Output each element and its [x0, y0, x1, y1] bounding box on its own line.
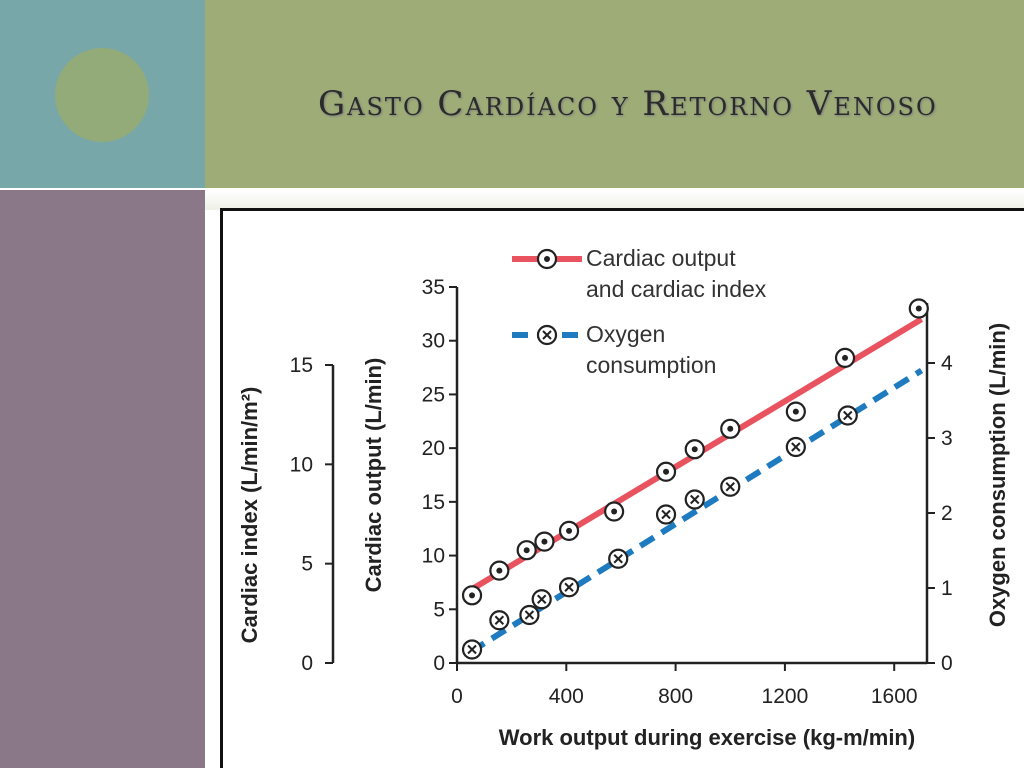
cardiac-output-point	[461, 585, 483, 606]
oxygen-point	[655, 504, 677, 525]
legend-oxygen-label-1: Oxygen	[586, 321, 665, 347]
chart-frame	[220, 208, 1024, 768]
cardiac-output-tick-label: 0	[433, 652, 445, 675]
x-tick-label: 0	[451, 685, 463, 708]
legend-group: Cardiac output and cardiac index Oxygen con…	[512, 245, 767, 378]
cardiac-index-axis-label: Cardiac index (L/min/m²)	[237, 387, 262, 644]
cardiac-output-tick-label: 20	[422, 437, 445, 460]
cardiac-output-point	[489, 560, 510, 581]
oxygen-point	[558, 577, 580, 598]
cardiac-output-tick-label: 5	[433, 598, 445, 621]
title-banner	[205, 0, 1024, 188]
oxygen-point	[608, 548, 629, 569]
cardiac-index-tick-label: 5	[301, 553, 313, 576]
divider-line	[0, 188, 1024, 190]
cardiac-index-tick-label: 15	[290, 354, 313, 377]
oxygen-point	[531, 589, 552, 610]
oxygen-tick-label: 1	[941, 577, 953, 600]
legend-cardiac-label-2: and cardiac index	[586, 276, 767, 302]
x-tick-label: 400	[549, 685, 584, 708]
cardiac-output-tick-label: 25	[422, 383, 445, 406]
legend-oxygen-marker	[536, 324, 558, 346]
cardiac-output-point	[684, 439, 705, 460]
oxygen-point	[837, 405, 858, 426]
oxygen-point	[720, 476, 741, 497]
x-tick-label: 800	[658, 685, 693, 708]
cardiac-index-tick-label: 10	[290, 453, 313, 476]
oxygen-axis-label: Oxygen consumption (L/min)	[985, 323, 1010, 627]
cardiac-output-point	[534, 531, 555, 552]
cardiac-output-point	[908, 298, 929, 319]
cardiac-output-point	[655, 461, 677, 482]
cardiac-output-tick-label: 35	[422, 276, 445, 299]
oxygen-tick-label: 4	[941, 352, 953, 375]
decorative-circle	[55, 48, 149, 142]
cardiac-output-point	[720, 418, 741, 439]
cardiac-output-tick-label: 15	[422, 491, 445, 514]
chart-top-shadow	[205, 190, 1024, 210]
cardiac-output-point	[785, 401, 806, 422]
legend-oxygen-label-2: consumption	[586, 352, 716, 378]
axes-group: 0 400 800 1200 1600 0 5 10 15 20 25 30 35 0 5 10 15 0 1 2 3 4…	[237, 276, 1010, 750]
cardiac-output-tick-label: 30	[422, 330, 445, 353]
slide-title: Gasto Cardíaco y Retorno Venoso	[318, 84, 938, 124]
legend-cardiac-marker	[536, 248, 558, 270]
x-tick-label: 1200	[762, 685, 809, 708]
cardiac-index-tick-label: 0	[301, 652, 313, 675]
oxygen-point	[461, 639, 483, 660]
cardiac-output-point	[834, 347, 856, 369]
cardiac-output-point	[516, 540, 537, 561]
x-axis-label: Work output during exercise (kg-m/min)	[499, 725, 915, 750]
mauve-decor-block	[0, 190, 205, 768]
oxygen-point	[684, 489, 705, 510]
oxygen-tick-label: 3	[941, 427, 953, 450]
cardiac-output-tick-label: 10	[422, 545, 445, 568]
oxygen-tick-label: 0	[941, 652, 953, 675]
cardiac-output-axis-label: Cardiac output (L/min)	[361, 358, 386, 593]
cardiac-output-point	[558, 520, 580, 541]
oxygen-point	[785, 436, 806, 458]
legend-cardiac-label-1: Cardiac output	[586, 245, 736, 271]
x-tick-label: 1600	[871, 685, 918, 708]
oxygen-point	[519, 604, 540, 626]
oxygen-point	[489, 610, 510, 631]
oxygen-tick-label: 2	[941, 502, 953, 525]
markers-group	[461, 298, 929, 660]
cardiac-output-point	[604, 501, 625, 522]
